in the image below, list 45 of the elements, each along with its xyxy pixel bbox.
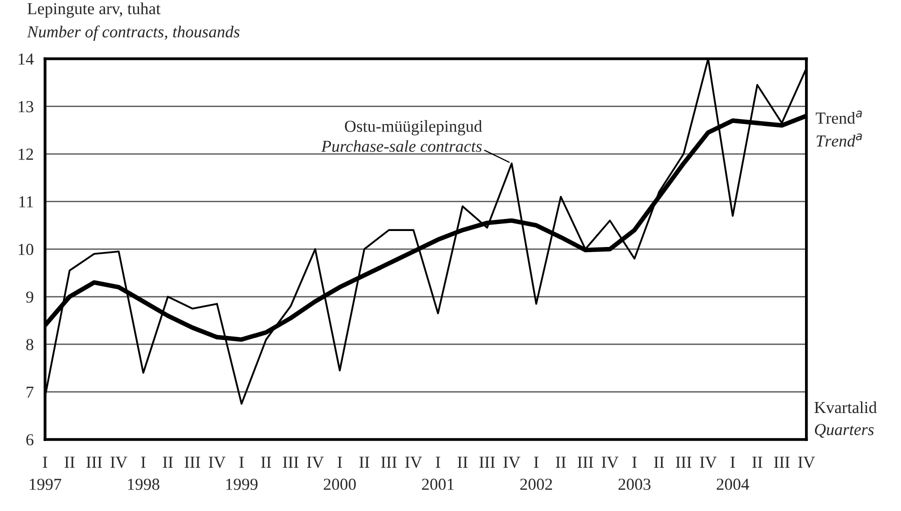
text: Trend$^{a}$ Trend$^{a}$ (816, 110, 862, 147)
x-tick-label: IV (208, 456, 226, 468)
y-tick-label: 13 (18, 101, 34, 112)
x-tick-label: II (359, 456, 370, 468)
x-tick-label: I 2002 (520, 456, 552, 490)
x-tick-label: IV (602, 456, 619, 468)
y-tick-label: 12 (18, 148, 34, 160)
x-tick-label: IV (700, 456, 717, 468)
x-tick-label: II (458, 456, 468, 468)
y-axis-title: Lepingute arv, tuhat Number of contracts, thousands (26, 2, 240, 41)
series-label: Ostu-müügilepingud Purchase-sale contracts (321, 120, 482, 152)
x-tick-label: IV (405, 456, 422, 468)
x-tick-label: IV (307, 456, 324, 468)
y-tick-label: 8 (26, 338, 34, 350)
y-tick-label: 9 (26, 291, 34, 303)
x-tick-label: III (578, 456, 594, 468)
x-tick-label: I 1997 (30, 456, 62, 490)
x-tick-label: I 2004 (716, 456, 750, 490)
y-tick-label: 14 (18, 54, 34, 65)
x-tick-label: II (654, 456, 664, 468)
x-axis-title: Kvartalid Quarters (814, 401, 877, 438)
x-tick-label: IV (110, 456, 128, 468)
y-tick-label: 6 (26, 434, 34, 446)
x-tick-label: III (86, 456, 102, 468)
y-tick-label: 11 (19, 196, 33, 208)
x-tick-label: III (282, 456, 298, 468)
x-tick-label: I 2000 (324, 456, 356, 490)
x-tick-label: IV (798, 456, 815, 468)
x-tick-label: I 2003 (618, 456, 650, 490)
x-tick-label: III (676, 456, 692, 468)
x-tick-label: II (64, 456, 75, 468)
y-tick-label: 10 (18, 244, 34, 256)
x-tick-label: III (184, 456, 200, 468)
x-tick-label: IV (503, 456, 520, 468)
x-tick-label: II (162, 456, 173, 468)
y-tick-label: 7 (26, 386, 34, 398)
x-tick-label: II (752, 456, 762, 468)
x-tick-label: III (479, 456, 495, 468)
x-tick-label: III (381, 456, 397, 468)
x-tick-label: I 1999 (226, 456, 258, 490)
x-tick-label: II (261, 456, 272, 468)
x-tick-label: I 1998 (128, 456, 160, 490)
x-tick-label: I 2001 (422, 456, 454, 490)
x-tick-label: II (556, 456, 566, 468)
x-tick-label: III (774, 456, 790, 468)
